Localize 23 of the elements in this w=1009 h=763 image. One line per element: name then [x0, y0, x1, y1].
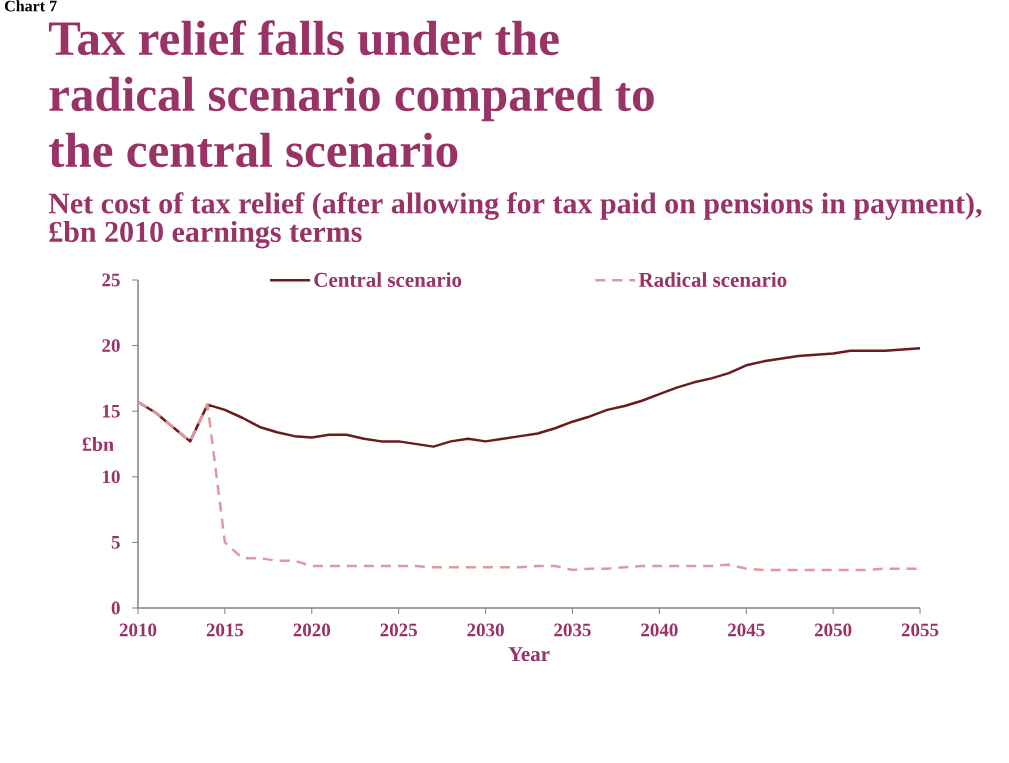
y-tick-label: 15 — [103, 404, 120, 418]
chart-subtitle: Net cost of tax relief (after allowing for tax paid on pensions in payment), £bn 2010 earnings terms — [48, 192, 982, 249]
legend-label: Radical scenario — [638, 272, 787, 287]
y-tick-label: 20 — [102, 339, 120, 353]
x-tick-label: 2015 — [206, 623, 244, 637]
x-tick-label: 2040 — [641, 623, 678, 637]
y-tick-label: 5 — [111, 536, 120, 549]
x-tick-label: 2035 — [554, 623, 591, 637]
y-axis-title: £bn — [82, 436, 114, 452]
x-tick-label: 2055 — [901, 623, 939, 637]
x-tick-label: 2030 — [467, 623, 504, 637]
x-tick-label: 2045 — [728, 623, 765, 637]
x-tick-label: 2025 — [380, 623, 417, 637]
legend-label: Central scenario — [314, 272, 462, 287]
y-tick-label: 25 — [102, 273, 120, 287]
x-tick-label: 2010 — [119, 623, 157, 637]
y-tick-label: 0 — [111, 601, 120, 615]
caption: Chart 7 — [4, 0, 57, 12]
y-tick-label: 10 — [103, 470, 120, 484]
x-axis-title: Year — [508, 647, 550, 662]
x-tick-label: 2050 — [814, 623, 852, 637]
x-tick-label: 2020 — [293, 623, 331, 637]
chart-title: Tax relief falls under the radical scenario compared to the central scenario — [48, 20, 654, 168]
